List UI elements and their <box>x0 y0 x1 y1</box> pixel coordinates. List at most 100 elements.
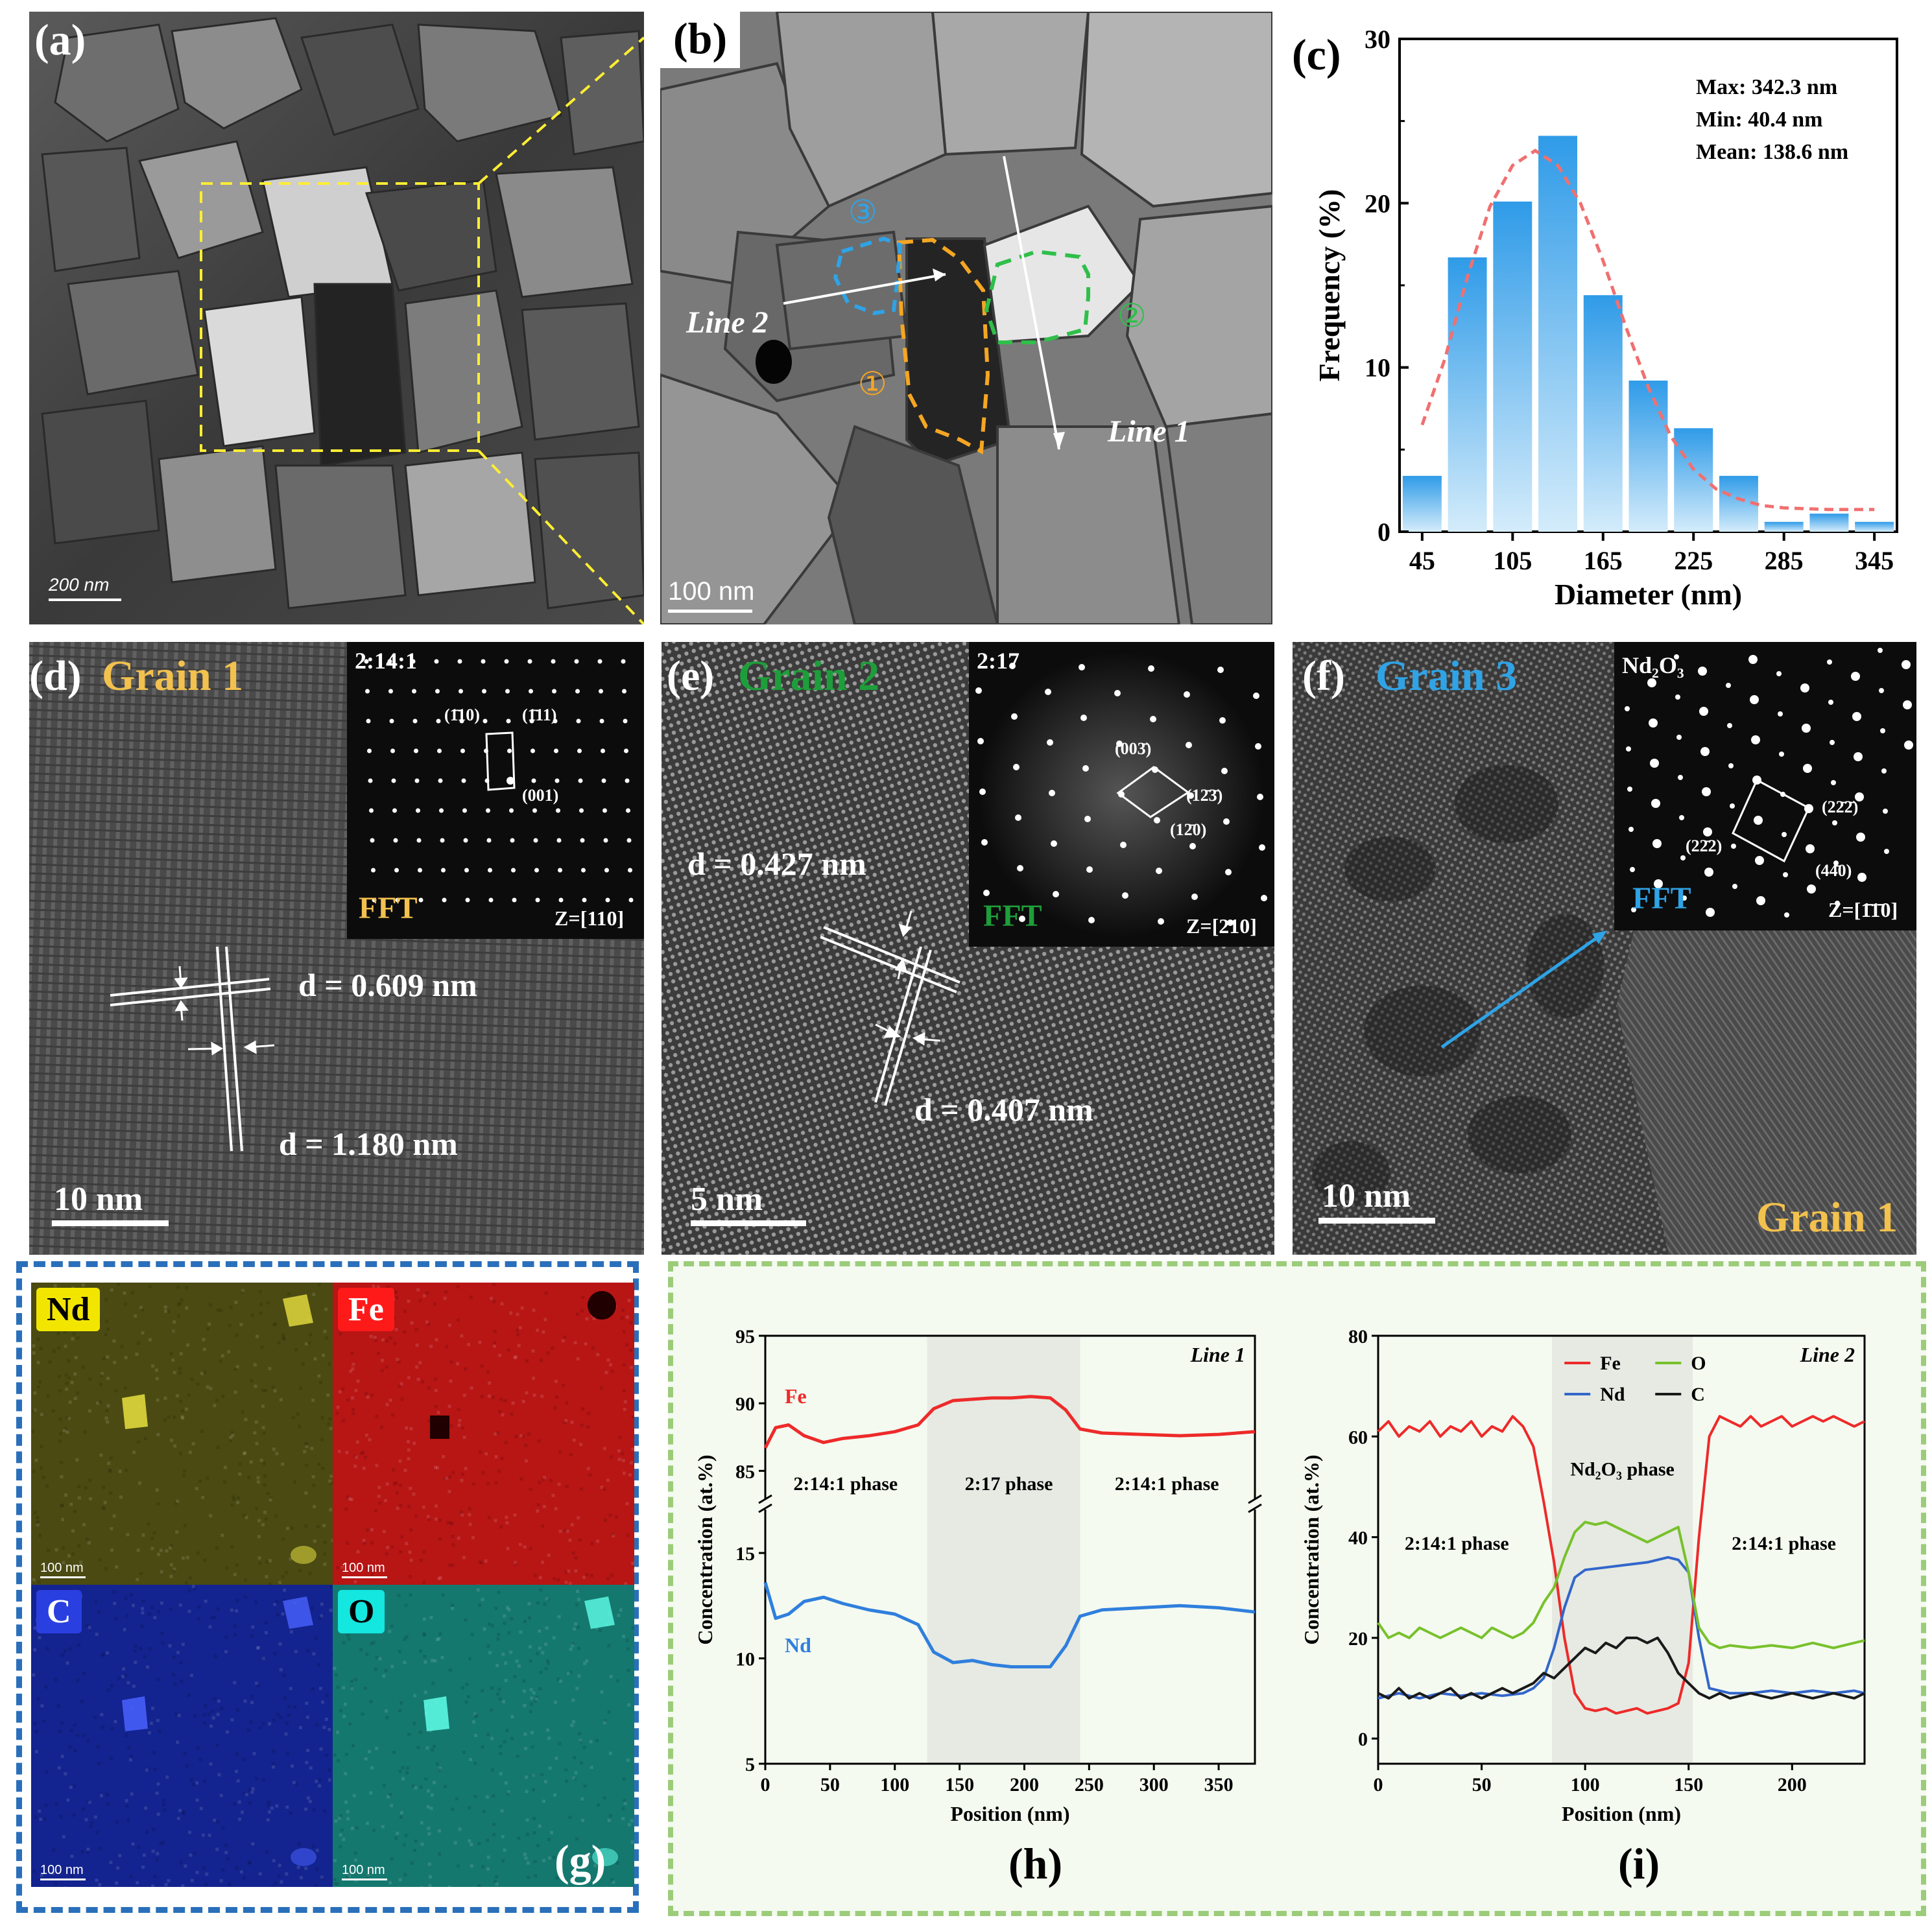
marker-grain-2: ② <box>1117 297 1147 335</box>
panel-e-hrtem: (e) Grain 2 d = 0.427 nm d = 0.407 nm 2:… <box>662 642 1274 1255</box>
fft-spot <box>555 778 560 783</box>
x-tick-label: 250 <box>1075 1774 1104 1796</box>
fft-spot <box>440 838 445 843</box>
fft-spot <box>1051 840 1057 847</box>
fft-spot <box>601 748 605 753</box>
zoom-region-box <box>200 182 480 452</box>
fft-spot <box>603 838 608 843</box>
fft-spot <box>441 868 446 873</box>
fft-spot <box>1784 912 1789 918</box>
phase-label: 2:14:1 phase <box>1405 1533 1509 1554</box>
spot-label-f3: (44̄0) <box>1815 861 1852 880</box>
histogram-bar <box>1855 521 1894 532</box>
element-tag-nd: Nd <box>36 1288 101 1331</box>
region-label: Nd₂O₃ phase <box>1570 1458 1675 1480</box>
histogram-bar <box>1448 257 1487 532</box>
fft-spot <box>1223 818 1230 825</box>
fft-spot <box>556 808 560 813</box>
fft-spot <box>1015 814 1021 821</box>
eds-map-fe: Fe 100 nm <box>333 1283 634 1585</box>
fft-spot <box>582 897 587 903</box>
fft-spot <box>1883 809 1888 814</box>
fft-spot <box>1221 768 1228 774</box>
fft-spot <box>394 868 399 873</box>
fft-spot <box>1049 790 1055 796</box>
x-tick-label: 50 <box>820 1774 840 1796</box>
fft-spot <box>1156 868 1162 874</box>
fft-spot <box>1225 869 1232 875</box>
x-tick-label: 165 <box>1584 546 1623 575</box>
fft-spot <box>412 718 418 724</box>
fft-spot <box>412 689 416 694</box>
fft-spot <box>505 689 510 694</box>
y-tick-label: 10 <box>735 1649 755 1670</box>
y-tick-label: 10 <box>1365 353 1390 383</box>
fft-spot <box>438 778 443 783</box>
fft-spot <box>1259 844 1265 851</box>
series-line-nd <box>763 1582 1256 1668</box>
y-tick-label: 5 <box>745 1754 755 1775</box>
fft-spot <box>1854 752 1863 761</box>
fft-spot <box>418 897 423 903</box>
fft-spot <box>464 868 469 873</box>
fft-spot <box>1880 728 1885 733</box>
fft-spot <box>1680 855 1686 860</box>
panel-g-frame <box>16 1261 639 1913</box>
fft-spot <box>604 868 609 873</box>
fft-spot <box>460 748 465 753</box>
fft-spot <box>488 897 494 903</box>
y-tick-label: 15 <box>735 1543 755 1565</box>
plot-frame <box>1377 1334 1866 1765</box>
legend-label: Fe <box>1600 1353 1621 1374</box>
x-tick-label: 285 <box>1765 546 1804 575</box>
fft-spot <box>372 897 377 903</box>
fft-spot <box>1650 759 1659 768</box>
d-spacing-1: d = 0.609 nm <box>298 967 477 1003</box>
phase-label: 2:14:1 phase <box>1115 1473 1219 1495</box>
histogram-bar <box>1764 521 1804 532</box>
fft-spot <box>1778 711 1783 717</box>
gaussian-fit-curve <box>1420 148 1875 512</box>
fft-spot <box>1755 856 1764 865</box>
fft-spot <box>390 748 395 753</box>
fft-spot <box>483 718 488 724</box>
fft-spot <box>364 659 369 664</box>
phase-region-shade <box>927 1336 1080 1764</box>
grain-3-title: Grain 3 <box>1376 652 1518 700</box>
fft-inset-e: 2:17 (003̄) (12̄3̄) (12̄0) FFT Z=[210] <box>969 642 1274 947</box>
fft-pattern-d <box>364 659 634 903</box>
fft-spot <box>1017 865 1023 871</box>
fft-spot <box>418 868 422 873</box>
fft-spot <box>601 778 606 783</box>
spot-label-d1: (1̄10) <box>444 705 480 724</box>
fft-spot <box>507 777 514 785</box>
fft-spot <box>1187 792 1194 799</box>
x-tick-label: 150 <box>945 1774 974 1796</box>
phase-label: 2:17 phase <box>965 1473 1053 1495</box>
fft-spot <box>506 718 511 724</box>
fft-spot <box>1751 735 1760 744</box>
panel-label-i: (i) <box>1618 1839 1660 1888</box>
scale-label-d: 10 nm <box>54 1181 143 1218</box>
y-tick-label: 85 <box>735 1461 755 1482</box>
panel-label-e: (e) <box>667 652 715 700</box>
histogram-bar <box>1493 201 1532 532</box>
d-spacing-2: d = 1.180 nm <box>279 1126 458 1162</box>
stat-annotation: Mean: 138.6 nm <box>1696 140 1848 164</box>
panel-label-c: (c) <box>1292 30 1341 79</box>
d-spacing-e2: d = 0.407 nm <box>914 1091 1093 1128</box>
eds-map-nd: Nd 100 nm <box>31 1283 333 1585</box>
line-profile-2-svg: 0 20 40 60 80 0 50 100 150 200 Position (nm) Concen… <box>1300 1326 1866 1825</box>
fft-spot <box>1833 860 1839 866</box>
fft-spot <box>1625 706 1630 711</box>
fft-spot <box>1045 689 1051 695</box>
fft-spot <box>1627 787 1632 792</box>
fft-spot <box>1253 693 1259 699</box>
fft-spot <box>462 808 467 813</box>
fft-spot <box>391 778 396 783</box>
fft-spot <box>551 659 556 664</box>
fft-spot <box>621 659 626 664</box>
series-line-o <box>1377 1521 1865 1650</box>
fft-spot <box>554 748 558 753</box>
